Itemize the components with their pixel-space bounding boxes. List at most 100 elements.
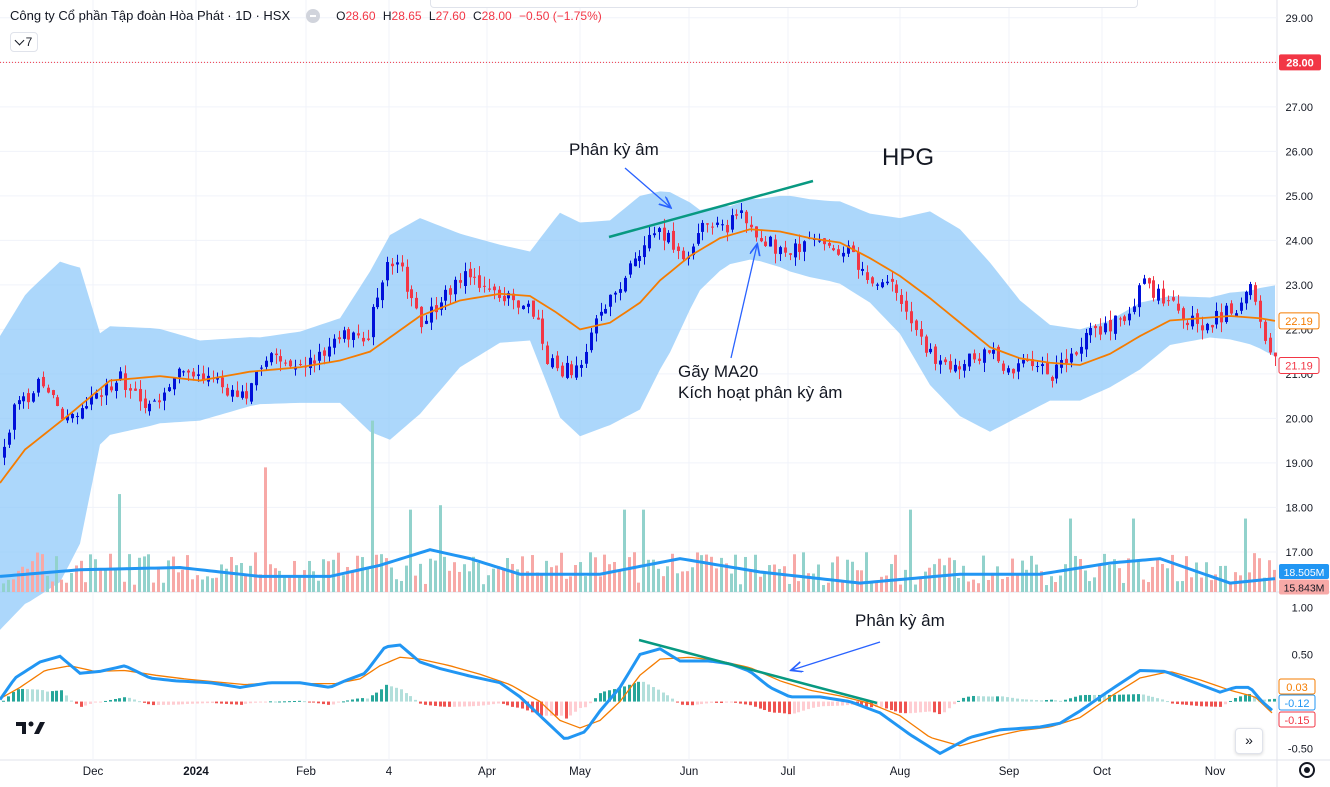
volume-ma-label: 18.505M xyxy=(1284,567,1325,579)
macd-histogram-bar xyxy=(768,701,771,712)
macd-histogram-bar xyxy=(322,701,325,705)
macd-histogram-bar xyxy=(715,701,718,703)
candle-body xyxy=(1167,300,1170,302)
symbol-title[interactable]: Công ty Cổ phần Tập đoàn Hòa Phát · 1D ·… xyxy=(10,8,291,23)
volume-bar xyxy=(337,552,340,592)
candle-body xyxy=(745,211,748,224)
candle-body xyxy=(425,320,428,324)
candle-body xyxy=(895,284,898,293)
candle-body xyxy=(129,388,132,391)
price-tick-label: 29.00 xyxy=(1285,13,1313,25)
tradingview-logo-icon[interactable] xyxy=(14,716,48,740)
macd-histogram-bar xyxy=(628,684,631,702)
volume-bar xyxy=(822,585,825,592)
macd-histogram-bar xyxy=(298,700,301,702)
macd-histogram-bar xyxy=(1181,701,1184,705)
macd-histogram-bar xyxy=(594,698,597,702)
macd-histogram-bar xyxy=(540,701,543,716)
macd-value-badge xyxy=(1278,694,1316,711)
volume-bar xyxy=(967,581,970,592)
indicators-toggle-button[interactable]: 7 xyxy=(10,32,38,52)
volume-bar xyxy=(123,581,126,592)
volume-bar xyxy=(1001,578,1004,592)
candle-body xyxy=(1201,325,1204,331)
volume-bar xyxy=(278,570,281,592)
bollinger-band xyxy=(0,191,1275,630)
volume-bar xyxy=(235,565,238,592)
macd-histogram-bar xyxy=(565,701,568,719)
macd-histogram-bar xyxy=(696,701,699,705)
macd-histogram-bar xyxy=(827,701,830,707)
candle-body xyxy=(832,248,835,251)
candle-body xyxy=(483,285,486,287)
macd-histogram-bar xyxy=(1190,701,1193,706)
volume-bar xyxy=(710,556,713,592)
candle-body xyxy=(1254,285,1257,302)
settings-gear-icon[interactable] xyxy=(1299,762,1315,778)
candle-body xyxy=(900,294,903,304)
volume-bar xyxy=(506,558,509,592)
macd-histogram-bar xyxy=(36,689,39,702)
candle-body xyxy=(944,359,947,363)
candle-body xyxy=(1235,313,1238,317)
volume-bar xyxy=(608,564,611,592)
annotations: HPG Phân kỳ âm Gãy MA20 Kích hoạt phân kỳ â… xyxy=(569,140,945,705)
volume-bar xyxy=(414,575,417,592)
macd-histogram-bar xyxy=(909,701,912,714)
macd-histogram-bar xyxy=(31,689,34,702)
macd-histogram-bar xyxy=(487,701,490,705)
macd-histogram-bar xyxy=(230,701,233,705)
candle-body xyxy=(803,241,806,252)
macd-line xyxy=(0,643,1273,756)
candle-body xyxy=(546,345,549,364)
candle-body xyxy=(153,400,156,402)
volume-bar xyxy=(725,563,728,592)
macd-histogram-bar xyxy=(133,699,136,702)
macd-histogram-bar xyxy=(1171,701,1174,704)
volume-bar xyxy=(400,580,403,592)
candle-body xyxy=(1245,291,1248,304)
volume-bar xyxy=(569,576,572,592)
macd-histogram-bar xyxy=(293,700,296,702)
macd-histogram-bar xyxy=(1151,696,1154,702)
volume-bar xyxy=(1093,577,1096,592)
volume-bar xyxy=(613,561,616,592)
volume-bar xyxy=(1040,571,1043,592)
volume-bar xyxy=(574,565,577,592)
macd-histogram-bar xyxy=(80,701,83,707)
macd-histogram-bar xyxy=(1200,701,1203,707)
volume-bar xyxy=(298,575,301,592)
volume-bar xyxy=(94,559,97,592)
candle-body xyxy=(769,236,772,247)
volume-bar xyxy=(371,420,374,592)
macd-histogram-bar xyxy=(831,701,834,706)
macd-histogram-bar xyxy=(797,701,800,713)
candle-body xyxy=(1186,322,1189,326)
volume-bar xyxy=(870,582,873,592)
macd-histogram-bar xyxy=(26,689,29,702)
candle-body xyxy=(653,233,656,236)
volume-bar xyxy=(1054,582,1057,592)
volume-bar xyxy=(763,571,766,592)
macd-value-badge xyxy=(1278,711,1316,728)
candle-body xyxy=(905,300,908,312)
macd-histogram-bar xyxy=(109,699,112,702)
eye-icon[interactable] xyxy=(306,8,321,23)
macd-pane xyxy=(0,643,1276,756)
macd-histogram-bar xyxy=(725,701,728,703)
macd-histogram-bar xyxy=(647,684,650,702)
candle-body xyxy=(139,388,142,402)
volume-bar xyxy=(890,564,893,592)
macd-histogram-bar xyxy=(434,701,437,706)
candle-body xyxy=(842,252,845,257)
macd-histogram-bar xyxy=(730,701,733,703)
scroll-to-realtime-button[interactable]: » xyxy=(1235,728,1263,754)
price-tick-label: 20.00 xyxy=(1285,413,1313,425)
macd-histogram-bar xyxy=(773,701,776,713)
candle-body xyxy=(958,366,961,370)
macd-histogram-bar xyxy=(1088,694,1091,702)
macd-histogram-bar xyxy=(405,693,408,702)
macd-histogram-bar xyxy=(793,701,796,714)
candle-body xyxy=(352,332,355,341)
